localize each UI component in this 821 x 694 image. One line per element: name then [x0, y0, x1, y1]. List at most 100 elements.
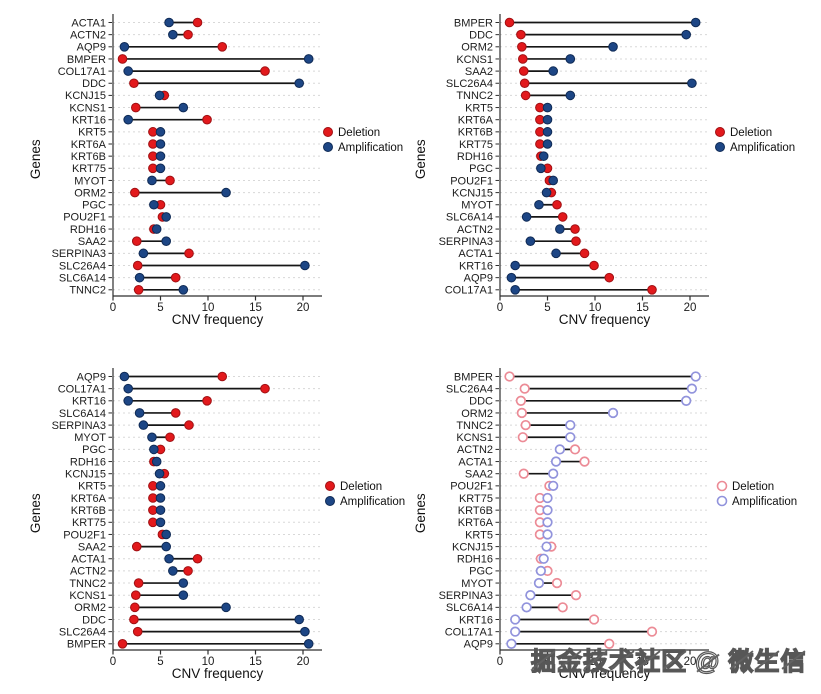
amplification-marker [155, 163, 166, 174]
gene-label: MYOT [461, 200, 493, 212]
gene-label: KRT75 [459, 139, 493, 151]
deletion-marker [117, 54, 128, 64]
legend-amplification-label: Amplification [340, 496, 405, 508]
amplification-marker [548, 468, 559, 479]
gene-label: POU2F1 [450, 175, 493, 187]
gene-label: KRT6A [71, 493, 107, 505]
amplification-marker [178, 102, 189, 113]
gene-label: BMPER [454, 371, 493, 383]
deletion-marker [557, 212, 568, 222]
gene-label: TNNC2 [69, 285, 106, 297]
x-axis-title: CNV frequency [172, 666, 264, 681]
amplification-marker [565, 419, 576, 431]
gene-label: ORM2 [74, 187, 106, 199]
x-tick-label: 20 [297, 302, 310, 314]
gene-label: KCNS1 [456, 54, 493, 66]
y-axis-title: Genes [28, 139, 43, 179]
deletion-marker [504, 371, 515, 382]
gene-label: KCNS1 [69, 590, 106, 602]
amplification-marker [548, 175, 558, 186]
gene-label: RDH16 [70, 456, 106, 468]
deletion-marker [519, 78, 530, 89]
deletion-marker [604, 272, 615, 283]
gene-label: SAA2 [465, 469, 493, 481]
deletion-marker [170, 272, 181, 283]
gene-label: KRT75 [459, 493, 493, 505]
gene-label: COL17A1 [58, 66, 106, 78]
gene-label: KCNJ15 [452, 541, 493, 553]
amplification-marker [123, 66, 133, 76]
amplification-marker [554, 444, 566, 455]
deletion-marker [133, 578, 144, 588]
deletion-marker [551, 577, 563, 589]
amplification-marker [521, 602, 532, 613]
gene-label: KRT5 [465, 529, 493, 541]
x-tick-label: 15 [249, 656, 262, 668]
deletion-marker [130, 187, 140, 198]
amplification-marker [178, 285, 189, 295]
deletion-marker [202, 114, 212, 125]
amplification-marker [541, 541, 552, 552]
legend-deletion-marker [715, 127, 725, 137]
gene-label: ORM2 [461, 408, 493, 420]
deletion-marker [165, 175, 175, 186]
amplification-marker [538, 151, 549, 161]
deletion-marker [519, 383, 530, 394]
amplification-marker [123, 396, 133, 406]
deletion-marker [129, 78, 139, 89]
deletion-marker [202, 396, 212, 406]
amplification-marker [119, 42, 130, 52]
gene-label: PGC [82, 444, 106, 456]
amplification-marker [521, 212, 532, 222]
watermark-char: 金 [556, 642, 583, 678]
x-tick-label: 0 [110, 656, 116, 668]
amplification-marker [155, 505, 166, 515]
deletion-marker [518, 468, 529, 479]
gene-label: TNNC2 [456, 90, 493, 102]
gene-label: SLC6A14 [59, 272, 106, 284]
gene-label: KRT6B [458, 127, 493, 139]
amplification-marker [542, 529, 553, 540]
gene-label: KCNJ15 [452, 187, 493, 199]
gene-label: KRT6B [458, 505, 493, 517]
amplification-marker [542, 102, 553, 113]
amplification-marker [541, 187, 552, 198]
x-tick-label: 5 [157, 302, 163, 314]
amplification-marker [681, 29, 692, 40]
gene-label: SLC6A14 [59, 408, 106, 420]
gene-label: SERPINA3 [439, 236, 493, 248]
amplification-marker [506, 638, 517, 649]
gene-label: TNNC2 [456, 420, 493, 432]
gene-label: ACTA1 [458, 456, 493, 468]
legend-deletion-marker [323, 127, 333, 137]
gene-label: SAA2 [465, 66, 493, 78]
gene-label: SLC6A14 [446, 212, 493, 224]
gene-label: KRT5 [465, 102, 493, 114]
deletion-marker [552, 199, 562, 210]
amplification-marker [151, 456, 162, 467]
gene-label: SLC26A4 [446, 78, 493, 90]
gene-label: BMPER [67, 639, 106, 651]
amplification-marker [168, 29, 178, 40]
x-tick-label: 0 [110, 302, 116, 314]
deletion-marker [192, 553, 203, 564]
deletion-marker [571, 236, 581, 246]
amplification-marker [690, 17, 701, 28]
panel-top-right: 0 5 10 15 20 BMPER DDC ORM2 KCNS1 SAA2 SLC26A4 TNNC… [411, 0, 821, 347]
deletion-marker [518, 66, 529, 76]
deletion-marker [260, 66, 270, 76]
amplification-marker [155, 139, 166, 149]
y-axis-title: Genes [413, 493, 428, 533]
amplification-marker [134, 272, 145, 283]
deletion-marker [217, 371, 228, 382]
gene-label: DDC [469, 396, 493, 408]
deletion-marker [184, 248, 194, 259]
gene-label: KRT6A [71, 139, 107, 151]
gene-label: KRT6B [71, 151, 106, 163]
watermark-char: 掘 [530, 642, 557, 678]
amplification-marker [134, 408, 145, 418]
amplification-marker [294, 614, 305, 625]
gene-label: SLC6A14 [446, 602, 493, 614]
amplification-marker [168, 566, 178, 576]
panel-top-left: 0 5 10 15 20 ACTA1 ACTN2 AQP9 BMPER COL17A1 DDC KCN… [0, 0, 410, 347]
